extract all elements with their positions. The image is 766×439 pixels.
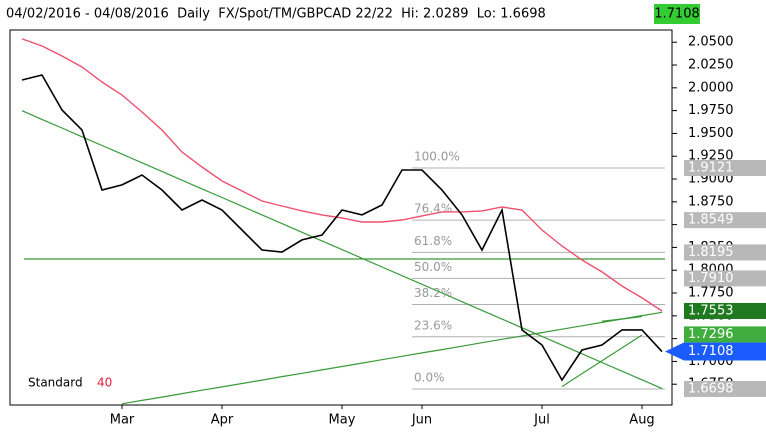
x-tick-label: Aug <box>629 413 654 428</box>
legend-label: Standard <box>28 376 83 390</box>
legend-period: 40 <box>97 376 112 390</box>
y-tick-label: 2.0250 <box>688 58 734 73</box>
price-marker <box>684 270 766 287</box>
series-line <box>601 315 643 322</box>
x-tick-label: May <box>329 413 356 428</box>
price-marker <box>684 159 766 176</box>
fib-label: 100.0% <box>414 149 460 163</box>
price-marker-label: 1.9121 <box>688 160 734 175</box>
y-tick-label: 1.9500 <box>688 126 734 141</box>
x-tick-label: Jul <box>533 413 550 428</box>
price-marker-label: 1.8195 <box>688 245 734 260</box>
price-marker <box>684 244 766 261</box>
chart-title: 04/02/2016 - 04/08/2016 Daily FX/Spot/TM… <box>6 7 546 22</box>
series-line <box>21 110 663 390</box>
series-line <box>121 311 663 405</box>
price-marker <box>684 302 766 319</box>
y-tick-label: 1.9750 <box>688 103 734 118</box>
y-tick-label: 1.8750 <box>688 194 734 209</box>
series-line <box>21 38 663 312</box>
y-tick-label: 2.0000 <box>688 80 734 95</box>
price-marker-label: 1.8549 <box>688 213 734 228</box>
series-line <box>561 334 643 388</box>
series-line <box>21 74 663 382</box>
price-marker-label: 1.6698 <box>688 381 734 396</box>
x-tick-label: Mar <box>110 413 135 428</box>
last-price-label: 1.7108 <box>688 344 734 359</box>
fib-label: 23.6% <box>414 318 452 332</box>
last-price-box <box>654 4 700 24</box>
last-price-marker <box>665 342 766 361</box>
price-marker-label: 1.7296 <box>688 327 734 342</box>
fib-label: 61.8% <box>414 234 452 248</box>
x-tick-label: Apr <box>211 413 234 428</box>
price-marker <box>684 380 766 397</box>
x-tick-label: Jun <box>411 413 432 428</box>
fib-label: 50.0% <box>414 260 452 274</box>
y-tick-label: 1.9250 <box>688 149 734 164</box>
price-marker <box>684 326 766 343</box>
price-marker-label: 1.7553 <box>688 303 734 318</box>
y-tick-label: 1.7750 <box>688 286 734 301</box>
price-marker <box>684 212 766 229</box>
fib-label: 38.2% <box>414 286 452 300</box>
y-tick-label: 2.0500 <box>688 35 734 50</box>
last-price-header: 1.7108 <box>654 7 700 22</box>
fib-label: 0.0% <box>414 370 445 384</box>
price-marker-label: 1.7910 <box>688 271 734 286</box>
